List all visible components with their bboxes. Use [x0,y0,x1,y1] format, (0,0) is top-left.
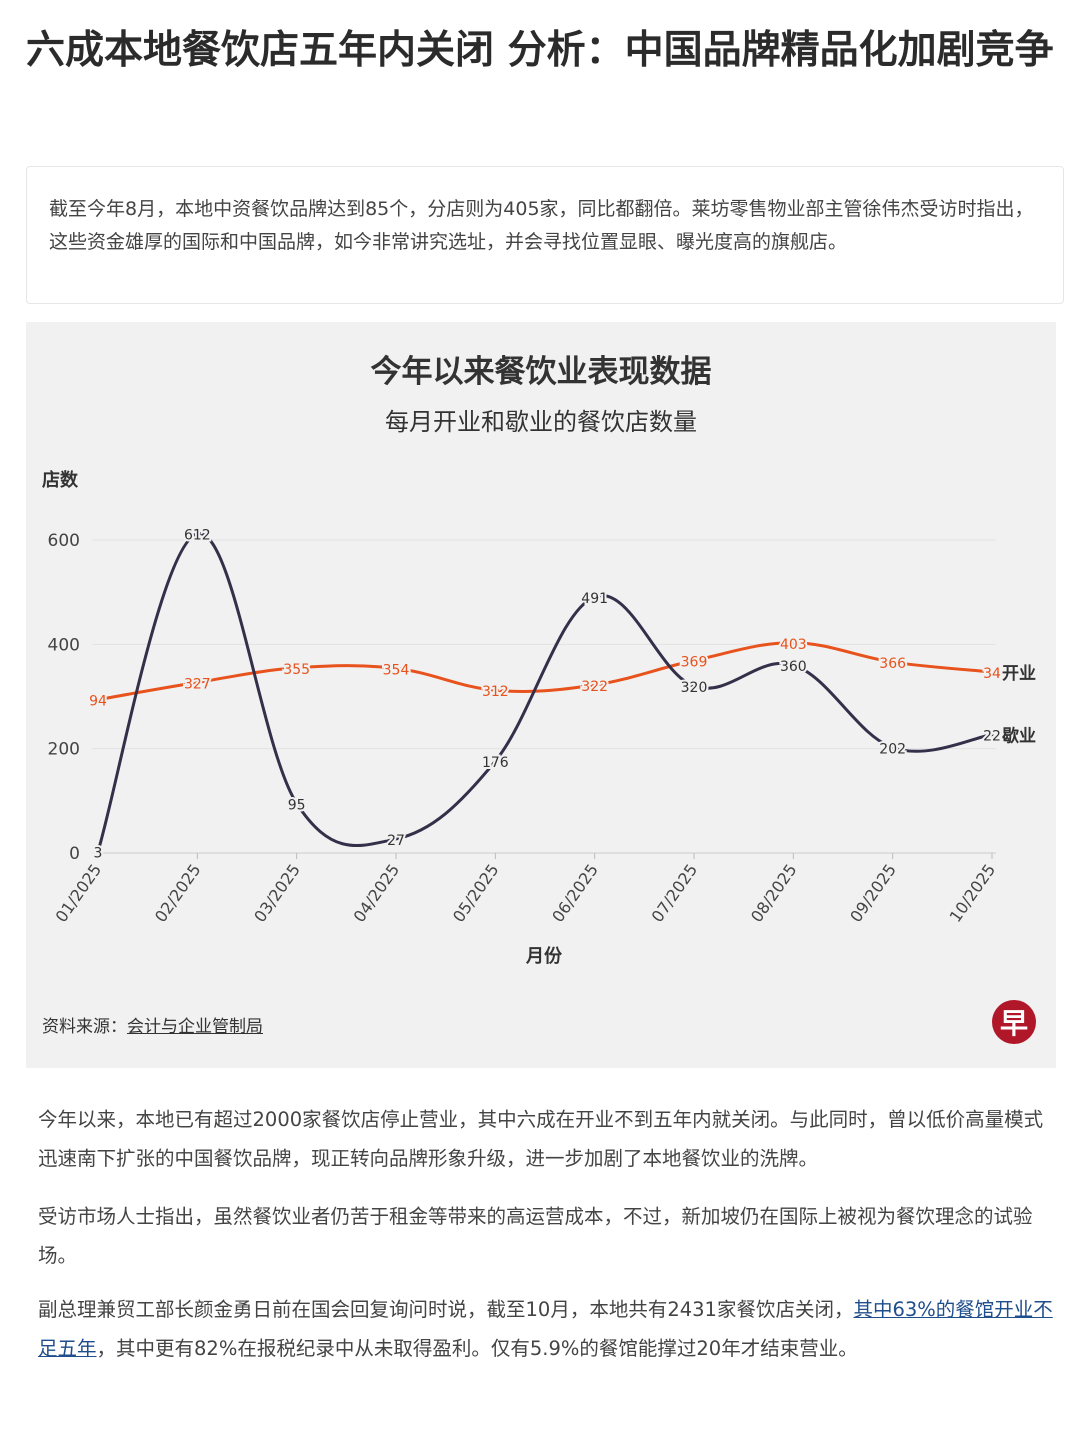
data-label-close: 95 [288,797,306,813]
data-label-close: 360 [780,659,807,675]
data-label-open: 355 [283,662,310,678]
article-summary: 截至今年8月，本地中资餐饮品牌达到85个，分店则为405家，同比都翻倍。莱坊零售… [26,166,1064,304]
chart-card: 今年以来餐饮业表现数据 每月开业和歇业的餐饮店数量 店数 月份 0 200 400 6… [26,322,1056,1068]
x-tick-label: 09/2025 [846,860,900,925]
data-label-close: 176 [482,755,509,771]
x-tick-label: 05/2025 [449,860,503,925]
x-tick-label: 01/2025 [52,860,106,925]
data-label-open: 403 [780,637,807,653]
source-link[interactable]: 会计与企业管制局 [127,1017,263,1037]
x-tick-label: 04/2025 [350,860,404,925]
data-label-open: 94 [89,694,107,710]
paragraph-3-text-start: 副总理兼贸工部长颜金勇日前在国会回复询问时说，截至10月，本地共有2431家餐饮… [38,1298,854,1321]
y-tick-label: 400 [48,635,80,655]
y-tick-label: 200 [48,740,80,760]
data-label-open: 327 [184,676,211,692]
chart-title: 今年以来餐饮业表现数据 [370,354,712,390]
data-label-close: 22 [983,729,1001,745]
source-label: 资料来源： [42,1017,127,1037]
x-tick-label: 03/2025 [250,860,304,925]
series-end-label-open: 开业 [1002,664,1036,684]
article-paragraph-2: 受访市场人士指出，虽然餐饮业者仍苦于租金等带来的高运营成本，不过，新加坡仍在国际… [38,1205,1033,1267]
data-label-close: 612 [184,528,211,544]
data-label-open: 312 [482,684,509,700]
y-tick-label: 0 [69,844,80,864]
x-tick-label: 07/2025 [648,860,702,925]
data-label-open: 366 [879,656,906,672]
y-tick-label: 600 [48,531,80,551]
x-tick-label: 06/2025 [548,860,602,925]
x-tick-label: 02/2025 [151,860,205,925]
zaobao-logo: 早 [992,1000,1036,1044]
series-line-open [96,641,994,702]
y-axis-label: 店数 [42,469,79,491]
data-label-close: 3 [94,845,103,861]
data-label-open: 369 [681,655,708,671]
data-label-close: 202 [879,742,906,758]
article-paragraph-1: 今年以来，本地已有超过2000家餐饮店停止营业，其中六成在开业不到五年内就关闭。… [38,1108,1044,1170]
x-tick-label: 08/2025 [747,860,801,925]
chart-subtitle: 每月开业和歇业的餐饮店数量 [385,408,697,436]
article-paragraph-3: 副总理兼贸工部长颜金勇日前在国会回复询问时说，截至10月，本地共有2431家餐饮… [38,1290,1054,1368]
article-title: 六成本地餐饮店五年内关闭 分析：中国品牌精品化加剧竞争 [26,28,1054,73]
report-link[interactable]: 其中63%的餐馆开业不足五年 [38,1298,1053,1360]
data-label-open: 322 [581,679,608,695]
x-axis-label: 月份 [525,945,563,967]
data-label-close: 27 [387,833,405,849]
data-label-open: 34 [983,666,1001,682]
paragraph-3-text-end: ，其中更有82%在报税纪录中从未取得盈利。仅有5.9%的餐馆能撑过20年才结束营… [96,1337,858,1360]
line-chart: 店数 月份 0 200 400 600 01/2025 02/2025 03/2025 04/… [42,469,1036,967]
data-label-open: 354 [383,662,410,678]
x-tick-label: 10/2025 [946,860,1000,925]
chart-source: 资料来源：会计与企业管制局 [42,1012,263,1037]
series-end-label-close: 歇业 [1002,726,1036,747]
data-label-close: 320 [681,680,708,696]
data-label-close: 491 [581,591,608,607]
series-line-close [96,532,994,853]
